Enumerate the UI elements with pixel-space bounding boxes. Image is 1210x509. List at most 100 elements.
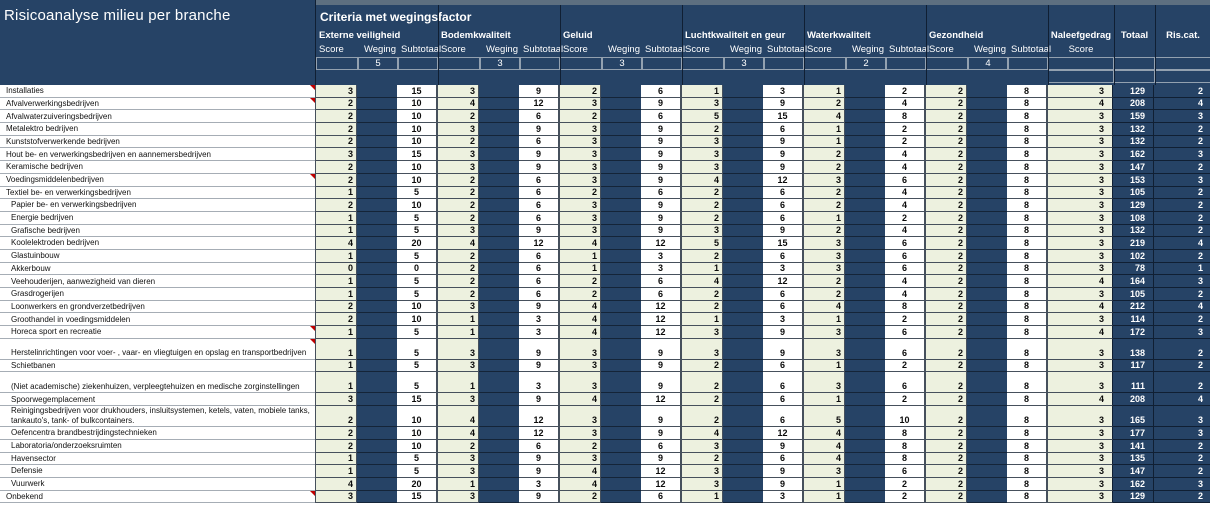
subtotal-cell[interactable]: 9: [763, 338, 803, 360]
subtotal-cell[interactable]: 6: [519, 275, 559, 288]
naleefgedrag-score-cell[interactable]: 3: [1047, 110, 1113, 124]
score-cell[interactable]: 2: [925, 439, 967, 453]
score-cell[interactable]: 2: [437, 262, 479, 276]
subtotal-cell[interactable]: 20: [397, 477, 437, 491]
weging-cell[interactable]: [845, 465, 885, 478]
subtotal-cell[interactable]: 10: [397, 313, 437, 327]
weging-value-cell[interactable]: 3: [602, 57, 642, 70]
weging-cell[interactable]: [845, 406, 885, 428]
subtotal-cell[interactable]: 3: [763, 313, 803, 327]
weging-value-cell[interactable]: 2: [846, 57, 886, 70]
score-cell[interactable]: 3: [315, 148, 357, 162]
row-label-cell[interactable]: Defensie: [0, 465, 315, 478]
subtotal-cell[interactable]: 12: [519, 97, 559, 111]
score-cell[interactable]: 3: [437, 85, 479, 98]
naleefgedrag-score-cell[interactable]: 3: [1047, 135, 1113, 149]
score-cell[interactable]: 1: [803, 477, 845, 491]
weging-cell[interactable]: [845, 199, 885, 212]
weging-cell[interactable]: [967, 275, 1007, 288]
subtotal-cell[interactable]: 8: [1007, 393, 1047, 407]
weging-cell[interactable]: [479, 224, 519, 238]
subtotal-cell[interactable]: 6: [885, 173, 925, 187]
naleefgedrag-score-cell[interactable]: 3: [1047, 199, 1113, 212]
subtotal-cell[interactable]: 6: [519, 211, 559, 225]
naleefgedrag-score-cell[interactable]: 3: [1047, 439, 1113, 453]
weging-cell[interactable]: [357, 249, 397, 263]
subtotal-cell[interactable]: 12: [641, 237, 681, 250]
subtotal-cell[interactable]: 3: [641, 262, 681, 276]
subtotal-cell[interactable]: 6: [641, 110, 681, 124]
total-cell[interactable]: 208: [1113, 393, 1154, 407]
score-cell[interactable]: 2: [315, 135, 357, 149]
weging-cell[interactable]: [357, 237, 397, 250]
naleefgedrag-score-cell[interactable]: 3: [1047, 148, 1113, 162]
subtotal-cell[interactable]: 2: [885, 477, 925, 491]
score-cell[interactable]: 2: [681, 452, 723, 466]
subtotal-cell[interactable]: 10: [397, 439, 437, 453]
score-cell[interactable]: 1: [315, 359, 357, 373]
weging-cell[interactable]: [967, 148, 1007, 162]
weging-cell[interactable]: [967, 85, 1007, 98]
subtotal-cell[interactable]: 12: [641, 300, 681, 314]
risk-category-cell[interactable]: 2: [1154, 439, 1210, 453]
row-label-cell[interactable]: Oefencentra brandbestrijdingstechnieken: [0, 427, 315, 440]
weging-cell[interactable]: [601, 211, 641, 225]
total-cell[interactable]: 132: [1113, 135, 1154, 149]
subtotal-cell[interactable]: 9: [641, 406, 681, 428]
row-label-cell[interactable]: Energie bedrijven: [0, 211, 315, 225]
weging-cell[interactable]: [601, 326, 641, 339]
weging-score-blank-cell[interactable]: [560, 57, 602, 70]
score-cell[interactable]: 3: [437, 465, 479, 478]
subtotal-cell[interactable]: 8: [1007, 237, 1047, 250]
weging-cell[interactable]: [967, 135, 1007, 149]
subtotal-cell[interactable]: 8: [1007, 359, 1047, 373]
subtotal-cell[interactable]: 8: [1007, 148, 1047, 162]
weging-cell[interactable]: [601, 439, 641, 453]
score-cell[interactable]: 2: [925, 313, 967, 327]
weging-cell[interactable]: [723, 439, 763, 453]
risk-category-cell[interactable]: 2: [1154, 452, 1210, 466]
naleefgedrag-score-cell[interactable]: 3: [1047, 186, 1113, 200]
score-cell[interactable]: 4: [559, 326, 601, 339]
subtotal-cell[interactable]: 6: [519, 288, 559, 301]
weging-cell[interactable]: [845, 237, 885, 250]
subtotal-cell[interactable]: 3: [641, 249, 681, 263]
weging-cell[interactable]: [967, 359, 1007, 373]
subtotal-cell[interactable]: 15: [397, 490, 437, 504]
weging-cell[interactable]: [967, 97, 1007, 111]
score-cell[interactable]: 3: [437, 452, 479, 466]
weging-cell[interactable]: [845, 326, 885, 339]
score-cell[interactable]: 2: [315, 173, 357, 187]
weging-cell[interactable]: [357, 288, 397, 301]
subtotal-cell[interactable]: 8: [1007, 326, 1047, 339]
row-label-cell[interactable]: Koolelektroden bedrijven: [0, 237, 315, 250]
weging-cell[interactable]: [845, 427, 885, 440]
weging-cell[interactable]: [601, 173, 641, 187]
score-cell[interactable]: 2: [559, 439, 601, 453]
weging-cell[interactable]: [845, 313, 885, 327]
weging-cell[interactable]: [723, 237, 763, 250]
weging-cell[interactable]: [845, 288, 885, 301]
weging-cell[interactable]: [601, 275, 641, 288]
score-cell[interactable]: 2: [315, 199, 357, 212]
weging-cell[interactable]: [967, 262, 1007, 276]
weging-cell[interactable]: [967, 439, 1007, 453]
subtotal-cell[interactable]: 6: [641, 439, 681, 453]
subtotal-cell[interactable]: 6: [763, 300, 803, 314]
weging-cell[interactable]: [723, 359, 763, 373]
score-cell[interactable]: 3: [315, 85, 357, 98]
subtotal-cell[interactable]: 9: [519, 452, 559, 466]
subtotal-cell[interactable]: 6: [641, 186, 681, 200]
score-cell[interactable]: 2: [803, 275, 845, 288]
weging-cell[interactable]: [479, 85, 519, 98]
weging-cell[interactable]: [967, 199, 1007, 212]
naleefgedrag-score-cell[interactable]: 3: [1047, 211, 1113, 225]
score-cell[interactable]: 2: [681, 199, 723, 212]
score-cell[interactable]: 2: [925, 288, 967, 301]
subtotal-cell[interactable]: 8: [1007, 85, 1047, 98]
weging-cell[interactable]: [357, 406, 397, 428]
subtotal-cell[interactable]: 6: [519, 199, 559, 212]
weging-cell[interactable]: [479, 110, 519, 124]
weging-cell[interactable]: [723, 313, 763, 327]
weging-cell[interactable]: [845, 393, 885, 407]
